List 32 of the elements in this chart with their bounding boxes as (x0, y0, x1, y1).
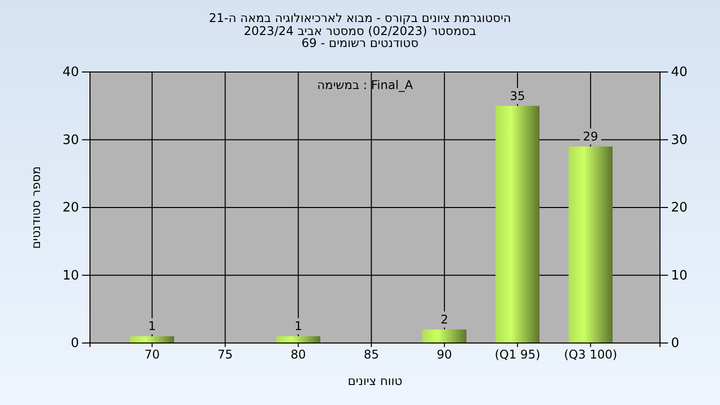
chart-subtitle: בסמסטר (02/2023) סמסטר אביב 2023/24 סטודנטים רשומים - 69 (244, 24, 476, 50)
x-tick-label: (Q3 100) (564, 348, 618, 362)
data-label: 1 (148, 319, 156, 334)
y-tick-label: 0 (70, 336, 79, 352)
x-tick-label: 85 (364, 348, 379, 362)
y2-tick-label: 40 (671, 65, 688, 80)
x-tick-label: 80 (290, 348, 306, 362)
y2-tick-label: 30 (671, 132, 688, 148)
chart-title: היסטוגרמת ציונים בקורס - מבוא לארכיאולוגיה במאה ה-21 (208, 11, 512, 25)
y2-tick-label: 10 (671, 268, 688, 284)
x-tick-label: 90 (436, 348, 452, 362)
x-tick-label: 75 (218, 348, 233, 362)
data-label: 2 (440, 312, 448, 326)
data-label: 29 (582, 130, 598, 144)
x-axis-title: טווח ציונים (348, 374, 402, 388)
bar (568, 146, 613, 343)
x-tick-label: 70 (144, 348, 160, 362)
bar (276, 336, 320, 343)
y2-tick-label: 0 (671, 336, 680, 352)
y-tick-label: 10 (62, 268, 79, 284)
y-tick-label: 30 (62, 132, 79, 148)
y-tick-label: 20 (62, 200, 79, 216)
y2-tick-label: 20 (671, 200, 688, 216)
bar (130, 336, 174, 343)
bar (496, 106, 540, 343)
data-label: 35 (510, 88, 526, 103)
y-axis-title: מספר סטודנטים (29, 166, 43, 249)
x-tick-label: (Q1 95) (494, 348, 540, 362)
bar (422, 329, 466, 343)
data-label: 1 (294, 319, 302, 334)
y-tick-label: 40 (62, 65, 79, 80)
annotation: במשימה : Final_A (317, 78, 414, 92)
